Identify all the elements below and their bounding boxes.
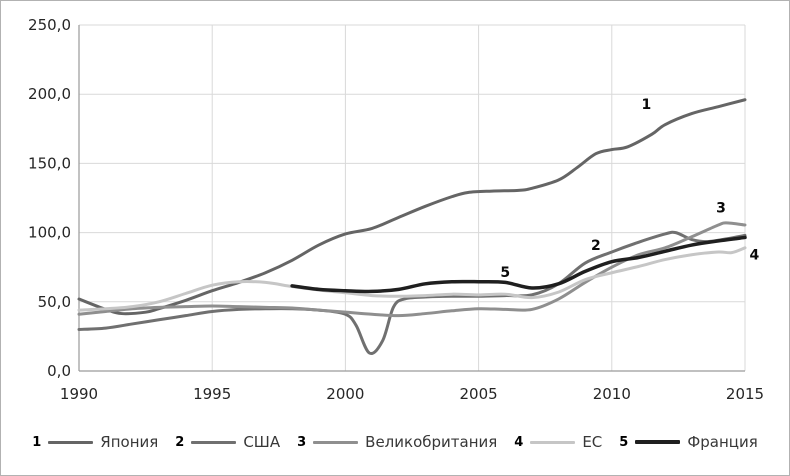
series-number-annotation-2: 2	[591, 238, 601, 254]
legend-line-swatch-japan	[48, 440, 94, 444]
legend-label-france: Франция	[687, 433, 758, 451]
x-axis-tick-label: 2010	[593, 385, 631, 403]
legend-number-uk: 3	[297, 434, 307, 450]
series-number-annotation-1: 1	[642, 97, 652, 113]
legend-item-france: 5 Франция	[619, 433, 757, 451]
legend-line-swatch-france	[635, 440, 681, 444]
series-number-annotation-3: 3	[716, 201, 726, 217]
legend-label-eu: ЕС	[582, 433, 603, 451]
y-axis-tick-label: 200,0	[28, 85, 71, 103]
x-axis-tick-label: 2000	[326, 385, 364, 403]
legend-number-usa: 2	[175, 434, 185, 450]
series-line-eu	[77, 246, 747, 312]
legend-label-japan: Япония	[100, 433, 159, 451]
chart-legend: 1 Япония 2 США 3 Великобритания 4 ЕС 5 Франция	[1, 411, 789, 473]
legend-label-uk: Великобритания	[365, 433, 498, 451]
x-axis-tick-label: 1995	[193, 385, 231, 403]
x-axis-tick-label: 1990	[60, 385, 98, 403]
legend-item-uk: 3 Великобритания	[297, 433, 497, 451]
legend-line-swatch-usa	[191, 440, 237, 444]
series-line-usa	[77, 230, 747, 355]
legend-number-france: 5	[619, 434, 629, 450]
x-axis-tick-label: 2015	[726, 385, 764, 403]
legend-item-usa: 2 США	[175, 433, 280, 451]
x-axis-tick-label: 2005	[460, 385, 498, 403]
legend-line-swatch-uk	[313, 440, 359, 444]
series-line-uk	[77, 221, 747, 318]
legend-item-eu: 4 ЕС	[514, 433, 602, 451]
series-number-annotation-4: 4	[749, 248, 759, 264]
y-axis-tick-label: 50,0	[38, 293, 71, 311]
series-line-france	[290, 235, 747, 294]
legend-item-japan: 1 Япония	[32, 433, 158, 451]
series-line-japan	[77, 98, 747, 316]
series-number-annotation-5: 5	[500, 265, 510, 281]
y-axis-tick-label: 0,0	[47, 362, 71, 380]
legend-line-swatch-eu	[530, 440, 576, 444]
legend-label-usa: США	[243, 433, 281, 451]
y-axis-tick-label: 150,0	[28, 154, 71, 172]
legend-number-japan: 1	[32, 434, 42, 450]
y-axis-tick-label: 250,0	[28, 16, 71, 34]
line-chart: 0,0 50,0 100,0 150,0 200,0 250,0 1990 1995 2000 2…	[28, 16, 764, 403]
legend-number-eu: 4	[514, 434, 524, 450]
y-axis-tick-label: 100,0	[28, 224, 71, 242]
